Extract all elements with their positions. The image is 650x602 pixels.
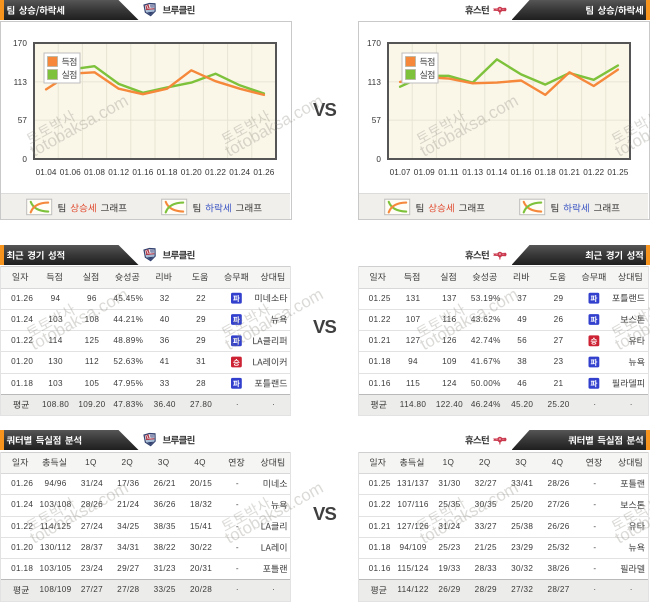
svg-text:57: 57: [372, 116, 382, 125]
svg-text:01.09: 01.09: [414, 168, 435, 177]
svg-text:113: 113: [14, 78, 28, 87]
svg-text:01.16: 01.16: [132, 168, 153, 177]
svg-text:01.04: 01.04: [36, 168, 57, 177]
svg-text:01.18: 01.18: [535, 168, 556, 177]
svg-text:170: 170: [367, 39, 381, 48]
svg-text:01.08: 01.08: [84, 168, 105, 177]
svg-text:01.07: 01.07: [390, 168, 411, 177]
svg-text:01.26: 01.26: [253, 168, 274, 177]
svg-text:01.21: 01.21: [559, 168, 580, 177]
svg-text:01.16: 01.16: [511, 168, 532, 177]
svg-text:0: 0: [376, 155, 381, 164]
svg-text:57: 57: [18, 116, 28, 125]
svg-text:01.14: 01.14: [486, 168, 507, 177]
svg-text:01.18: 01.18: [157, 168, 178, 177]
svg-text:01.24: 01.24: [229, 168, 250, 177]
svg-text:113: 113: [368, 78, 382, 87]
svg-text:170: 170: [13, 39, 27, 48]
svg-text:01.13: 01.13: [462, 168, 483, 177]
svg-text:01.22: 01.22: [583, 168, 604, 177]
svg-text:01.25: 01.25: [607, 168, 628, 177]
svg-text:0: 0: [22, 155, 27, 164]
svg-text:01.11: 01.11: [438, 168, 459, 177]
svg-text:01.20: 01.20: [181, 168, 202, 177]
svg-text:totobaksa.com: totobaksa.com: [612, 478, 650, 548]
svg-text:01.12: 01.12: [108, 168, 129, 177]
svg-text:01.22: 01.22: [205, 168, 226, 177]
svg-text:01.06: 01.06: [60, 168, 81, 177]
